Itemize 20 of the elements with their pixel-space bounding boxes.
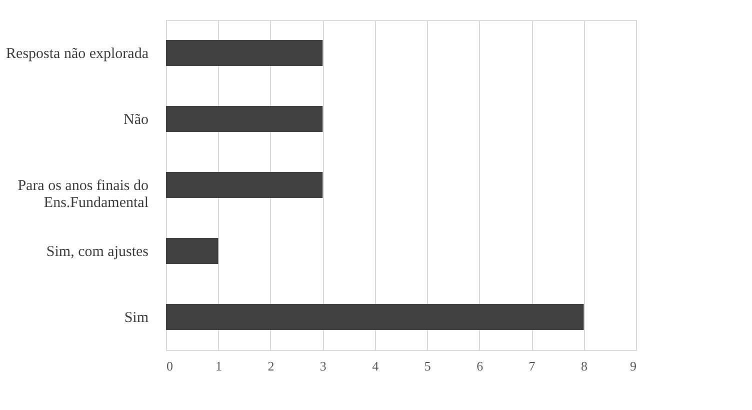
y-tick-label: Sim, com ajustes	[46, 244, 149, 260]
bar	[166, 106, 323, 132]
x-tick-label: 9	[630, 358, 636, 374]
y-tick-label: Resposta não explorada	[6, 46, 149, 62]
y-tick-label: Para os anos finais do Ens.Fundamental	[18, 178, 148, 211]
x-tick-label: 6	[476, 358, 484, 374]
x-tick-label: 7	[528, 358, 536, 374]
bar	[166, 40, 323, 66]
x-tick-label: 5	[424, 358, 431, 374]
x-tick-label: 3	[320, 358, 326, 374]
x-tick-label: 1	[215, 358, 222, 374]
x-tick-label: 4	[372, 358, 380, 374]
y-tick-label: Sim	[124, 310, 149, 326]
x-tick-label: 8	[581, 358, 588, 374]
bar	[166, 304, 584, 330]
bar	[166, 238, 218, 264]
x-tick-label: 0	[166, 358, 173, 374]
y-tick-label: Não	[124, 112, 148, 128]
x-tick-label: 2	[268, 358, 274, 374]
bar	[166, 172, 323, 198]
